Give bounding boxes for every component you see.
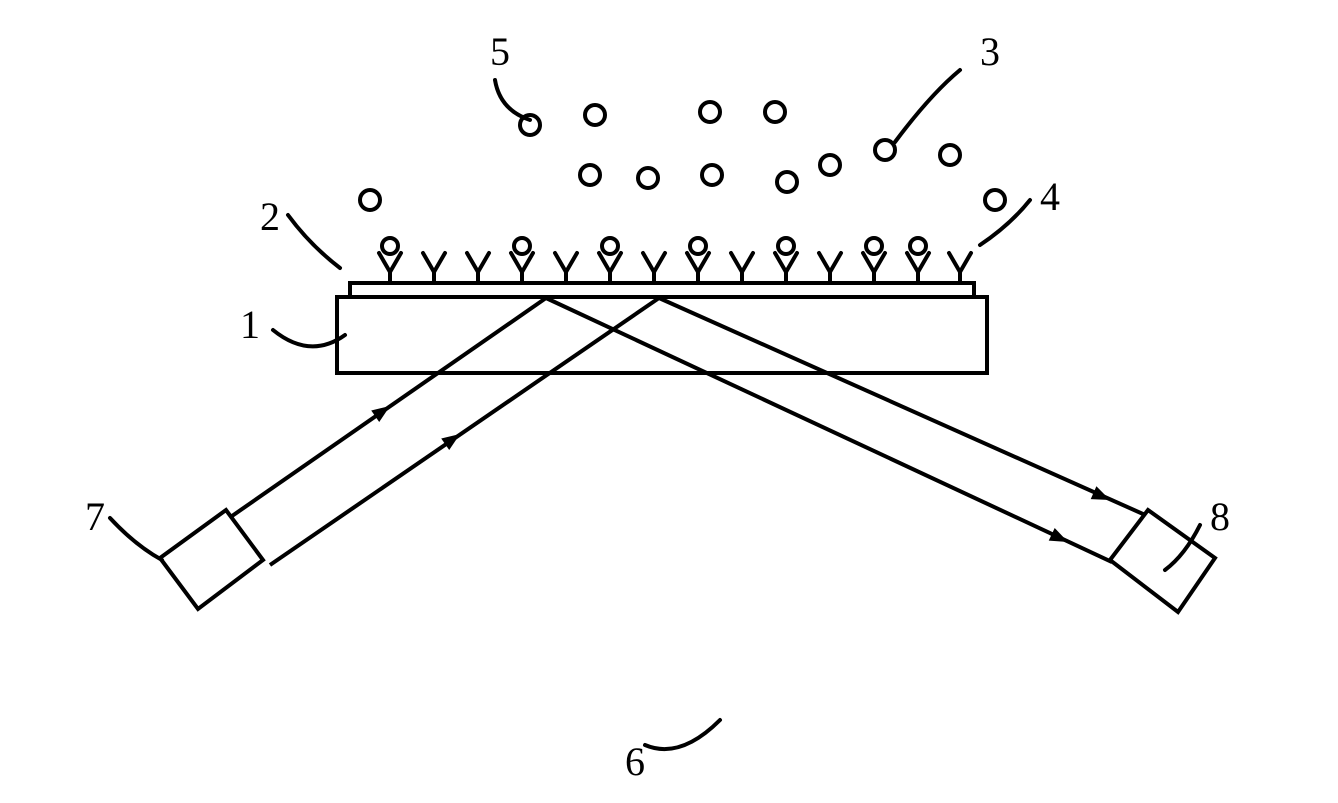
label-1: 1 [240, 302, 260, 347]
receptor-array [379, 238, 971, 283]
diagram-svg: 1 2 3 4 5 6 7 8 [0, 0, 1338, 803]
coating-layer [350, 283, 974, 297]
substrate-slab [337, 297, 987, 373]
free-particle-cloud [360, 102, 1005, 210]
ray-arrowheads [371, 400, 1113, 548]
label-6: 6 [625, 739, 645, 784]
light-source [160, 510, 263, 609]
label-8: 8 [1210, 494, 1230, 539]
label-4: 4 [1040, 174, 1060, 219]
label-2: 2 [260, 194, 280, 239]
label-3: 3 [980, 29, 1000, 74]
label-7: 7 [85, 494, 105, 539]
label-5: 5 [490, 29, 510, 74]
